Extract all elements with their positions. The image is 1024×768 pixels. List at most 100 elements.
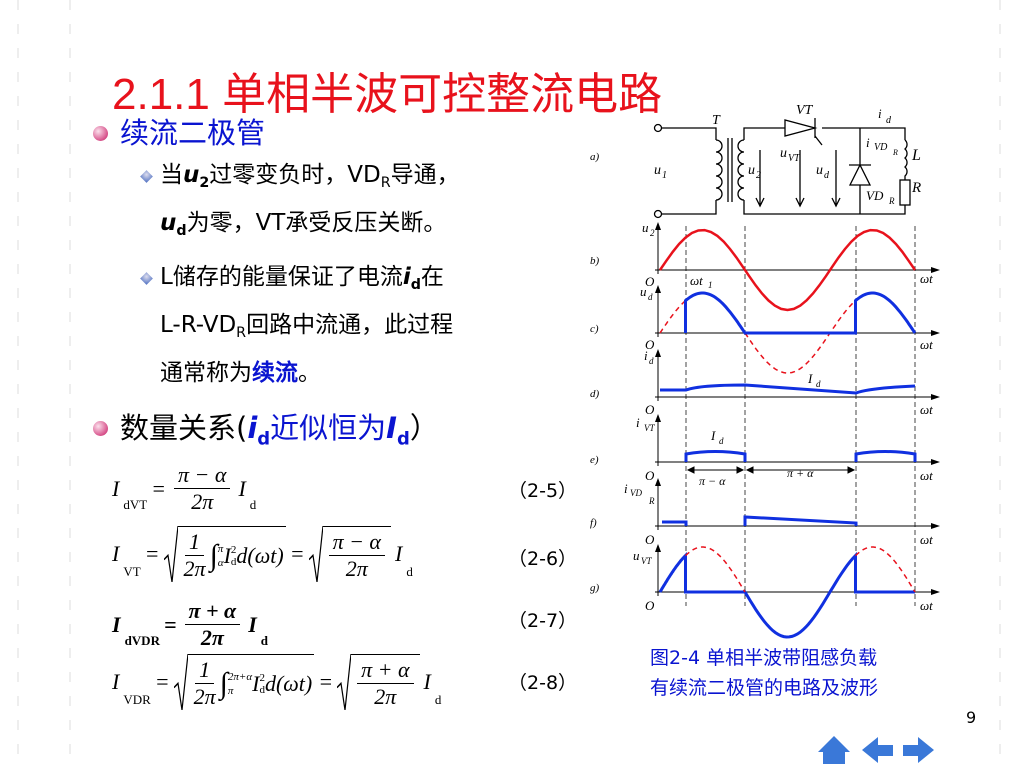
- waveform-trace: [658, 551, 915, 639]
- formula-text: π − α: [178, 462, 227, 487]
- text-run: 为零，VT承受反压关断。: [186, 210, 447, 236]
- back-button[interactable]: [862, 737, 893, 763]
- formula-text: π − α: [332, 529, 381, 554]
- text-run: R: [380, 174, 391, 191]
- axis-arrow: [931, 267, 940, 273]
- figure-label: u: [748, 163, 755, 178]
- figure-label: L: [911, 147, 921, 164]
- radical-sign: [163, 526, 178, 582]
- text-run: 近似恒为: [270, 411, 387, 445]
- figure-label: R: [648, 496, 655, 506]
- axis-arrow: [655, 349, 661, 357]
- integral-sign: ∫: [209, 538, 218, 572]
- waveform-trace: [658, 228, 917, 312]
- figure-label: ωt: [920, 402, 933, 417]
- bullet: [93, 421, 108, 436]
- figure-label: VT: [644, 423, 655, 433]
- figure-label: d): [590, 388, 600, 400]
- figure-label: u: [654, 163, 661, 178]
- waveform-trace: [662, 515, 858, 526]
- formula-text: I: [112, 475, 120, 501]
- figure-label: I: [710, 428, 716, 443]
- text-run: 数量关系(: [120, 411, 248, 445]
- waveform-trace: [659, 300, 687, 334]
- text-run: 当: [160, 162, 183, 188]
- figure-label: d: [824, 170, 830, 181]
- denominator: 2π: [184, 556, 206, 582]
- equation-number: （2-8）: [508, 672, 578, 694]
- formula-text: d(ωt): [236, 542, 284, 568]
- forward-button[interactable]: [903, 737, 934, 763]
- formula-text: 2π: [193, 684, 216, 709]
- square-root: π − α 2π: [308, 526, 391, 582]
- formula-text: I: [223, 542, 231, 568]
- figure-label: a): [590, 151, 600, 163]
- navigation: [818, 736, 934, 764]
- figure-label: VT: [641, 556, 652, 566]
- text-run: 回路中流通，此过程: [246, 312, 454, 338]
- formula-subscript: dVDR: [124, 633, 160, 648]
- square-root: π + α 2π: [337, 654, 420, 710]
- axis-arrow: [655, 285, 661, 293]
- text-run: 导通，: [390, 162, 460, 188]
- figure-label: VD: [874, 142, 888, 153]
- item-line: L-R-VDR回路中流通，此过程: [160, 310, 453, 348]
- text-run: 。: [298, 360, 321, 386]
- formula-text: 1: [199, 657, 211, 682]
- axis-arrow: [931, 459, 940, 465]
- figure-label: i: [866, 135, 870, 150]
- formula-text: 2π: [200, 625, 224, 650]
- denominator: 2π: [194, 684, 216, 710]
- section-heading: 数量关系(id近似恒为Id）: [120, 405, 439, 449]
- radicand: 1 2π ∫ π α I 2 d d(ωt): [177, 526, 286, 582]
- text-run: d: [410, 276, 421, 293]
- formula-text: I: [112, 611, 121, 637]
- item-line: 当u2过零变负时，VDR导通，: [160, 160, 460, 198]
- text-run: i: [402, 264, 411, 290]
- figure-label: R: [888, 196, 895, 206]
- formula-text: =: [289, 541, 305, 566]
- formula-text: I: [248, 611, 257, 637]
- text-run: d: [176, 222, 187, 239]
- figure-label: I: [807, 371, 813, 386]
- home-button[interactable]: [818, 736, 850, 764]
- limits: 2π+α π: [228, 670, 252, 698]
- figure-label: i: [878, 106, 882, 121]
- waveform-trace: [684, 450, 917, 462]
- figure-label: VD: [630, 488, 642, 498]
- text-run: ）: [409, 411, 439, 445]
- figure-label: R: [892, 148, 898, 157]
- formula-text: I: [252, 670, 260, 696]
- subscript: d: [230, 555, 237, 568]
- formula-text: =: [163, 611, 177, 637]
- text-run: d: [257, 428, 271, 450]
- lower-limit: α: [217, 556, 224, 569]
- figure-label: R: [911, 180, 921, 196]
- figure-label: π + α: [787, 466, 814, 480]
- axis-arrow: [655, 414, 661, 422]
- figure-label: π − α: [699, 474, 726, 488]
- figure-label: d: [648, 292, 653, 302]
- square-root: 1 2π ∫ π α I 2 d d(ωt): [163, 526, 286, 582]
- formula-subscript: dVT: [123, 497, 148, 512]
- text-run: 续流二极管: [120, 116, 266, 150]
- figure-label: u: [816, 163, 823, 178]
- text-run: 在: [420, 264, 444, 290]
- upper-limit: 2π+α: [227, 670, 253, 683]
- item-line: ud为零，VT承受反压关断。: [160, 208, 446, 246]
- lower-limit: π: [227, 684, 234, 697]
- figure-label: VT: [788, 153, 801, 164]
- formula-text: π + α: [188, 598, 237, 623]
- superscript: 2: [259, 671, 265, 684]
- figure-label: u: [642, 220, 649, 235]
- equation-number: （2-5）: [508, 480, 578, 502]
- figure-label: O: [645, 402, 655, 417]
- superscript: 2: [230, 543, 237, 556]
- upper-limit: π: [217, 542, 224, 555]
- formula-text: I: [112, 541, 120, 566]
- formula-subscript: d: [249, 497, 257, 512]
- integral: ∫ π α: [210, 539, 224, 573]
